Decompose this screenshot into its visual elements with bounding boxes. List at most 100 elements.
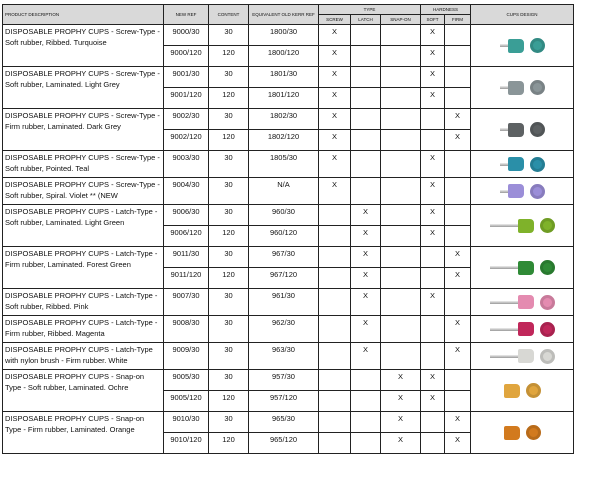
hardness-soft-cell: X	[420, 45, 446, 67]
hardness-soft-cell: X	[420, 24, 446, 46]
new-ref: 9000/30	[163, 24, 209, 46]
type-snap-cell	[379, 315, 422, 343]
hardness-soft-cell: X	[420, 390, 446, 412]
cup-design-image	[470, 177, 575, 205]
product-description: DISPOSABLE PROPHY CUPS - Latch-Type - Fi…	[2, 315, 164, 343]
prophy-cup-icon	[503, 383, 541, 398]
type-screw-cell	[318, 432, 351, 454]
type-screw-cell	[318, 288, 351, 316]
hardness-firm-cell	[444, 288, 472, 316]
hardness-soft-cell: X	[420, 66, 446, 88]
type-screw-cell	[318, 246, 351, 268]
product-description: DISPOSABLE PROPHY CUPS - Snap-on Type - …	[2, 411, 164, 454]
content: 30	[208, 246, 249, 268]
hardness-soft-cell: X	[420, 225, 446, 247]
cup-design-image	[470, 66, 575, 109]
new-ref: 9001/120	[163, 87, 209, 109]
content: 30	[208, 24, 249, 46]
cup-design-image	[470, 150, 575, 178]
cup-design-image	[470, 288, 575, 316]
type-snap-cell	[379, 246, 422, 268]
table-row: DISPOSABLE PROPHY CUPS - Screw-Type - So…	[2, 177, 575, 205]
type-latch-cell	[350, 411, 381, 433]
type-screw-cell	[318, 315, 351, 343]
new-ref: 9009/30	[163, 342, 209, 370]
type-latch-cell	[350, 177, 381, 205]
hardness-soft-cell: X	[420, 288, 446, 316]
type-latch-cell	[350, 108, 381, 130]
header-snap-on: SNAP-ON	[379, 14, 422, 25]
hardness-soft-cell: X	[420, 204, 446, 226]
old-ref: 1802/120	[248, 129, 319, 151]
new-ref: 9005/30	[163, 369, 209, 391]
product-description: DISPOSABLE PROPHY CUPS - Screw-Type - So…	[2, 177, 164, 205]
table-row: DISPOSABLE PROPHY CUPS - Screw-Type - Fi…	[2, 108, 575, 151]
type-latch-cell: X	[350, 342, 381, 370]
hardness-firm-cell: X	[444, 129, 472, 151]
old-ref: 960/30	[248, 204, 319, 226]
content: 120	[208, 225, 249, 247]
header-description: PRODUCT DESCRIPTION	[2, 4, 164, 25]
header-content: CONTENT	[208, 4, 249, 25]
old-ref: 961/30	[248, 288, 319, 316]
hardness-soft-cell: X	[420, 177, 446, 205]
new-ref: 9008/30	[163, 315, 209, 343]
new-ref: 9010/120	[163, 432, 209, 454]
hardness-firm-cell	[444, 225, 472, 247]
hardness-firm-cell: X	[444, 246, 472, 268]
old-ref: 957/120	[248, 390, 319, 412]
table-row: DISPOSABLE PROPHY CUPS - Latch-Type - Fi…	[2, 315, 575, 343]
type-snap-cell	[379, 24, 422, 46]
header-equivalent-ref: EQUIVALENT OLD KERR REF	[248, 4, 319, 25]
old-ref: 967/120	[248, 267, 319, 289]
hardness-firm-cell	[444, 177, 472, 205]
hardness-soft-cell	[420, 432, 446, 454]
hardness-firm-cell: X	[444, 411, 472, 433]
product-description: DISPOSABLE PROPHY CUPS - Screw-Type - Fi…	[2, 108, 164, 151]
table-row: 9006/120 120 960/120 X X	[3, 225, 574, 247]
content: 30	[208, 342, 249, 370]
prophy-cup-icon	[489, 294, 555, 310]
header-type: TYPE	[317, 4, 422, 15]
content: 30	[208, 150, 249, 178]
type-screw-cell: X	[318, 45, 351, 67]
content: 30	[208, 288, 249, 316]
prophy-cup-icon	[499, 122, 545, 137]
content: 120	[208, 45, 249, 67]
type-latch-cell: X	[350, 267, 381, 289]
table-row: DISPOSABLE PROPHY CUPS - Latch-Type - So…	[2, 288, 575, 316]
hardness-soft-cell	[420, 315, 446, 343]
content: 30	[208, 66, 249, 88]
cup-design-image	[470, 315, 575, 343]
type-screw-cell: X	[318, 177, 351, 205]
header-latch: LATCH	[350, 14, 381, 25]
cup-design-image	[470, 342, 575, 370]
hardness-firm-cell: X	[444, 315, 472, 343]
prophy-cup-icon	[499, 38, 545, 53]
hardness-firm-cell	[444, 66, 472, 88]
table-row: 9010/120 120 965/120 X X	[3, 432, 574, 454]
type-screw-cell	[318, 390, 351, 412]
cup-design-image	[470, 24, 575, 67]
new-ref: 9005/120	[163, 390, 209, 412]
old-ref: 1800/120	[248, 45, 319, 67]
type-snap-cell	[379, 129, 422, 151]
type-screw-cell	[318, 267, 351, 289]
hardness-soft-cell	[420, 342, 446, 370]
type-latch-cell	[350, 369, 381, 391]
content: 30	[208, 204, 249, 226]
type-latch-cell	[350, 390, 381, 412]
new-ref: 9011/30	[163, 246, 209, 268]
hardness-soft-cell	[420, 411, 446, 433]
type-screw-cell: X	[318, 150, 351, 178]
old-ref: 965/30	[248, 411, 319, 433]
type-screw-cell: X	[318, 87, 351, 109]
new-ref: 9006/120	[163, 225, 209, 247]
product-table: PRODUCT DESCRIPTION NEW REF CONTENT EQUI…	[2, 4, 575, 454]
type-screw-cell: X	[318, 129, 351, 151]
content: 30	[208, 315, 249, 343]
prophy-cup-icon	[489, 321, 555, 337]
old-ref: 962/30	[248, 315, 319, 343]
product-description: DISPOSABLE PROPHY CUPS - Latch-Type - So…	[2, 204, 164, 247]
table-row: DISPOSABLE PROPHY CUPS - Snap-on Type - …	[2, 411, 575, 454]
